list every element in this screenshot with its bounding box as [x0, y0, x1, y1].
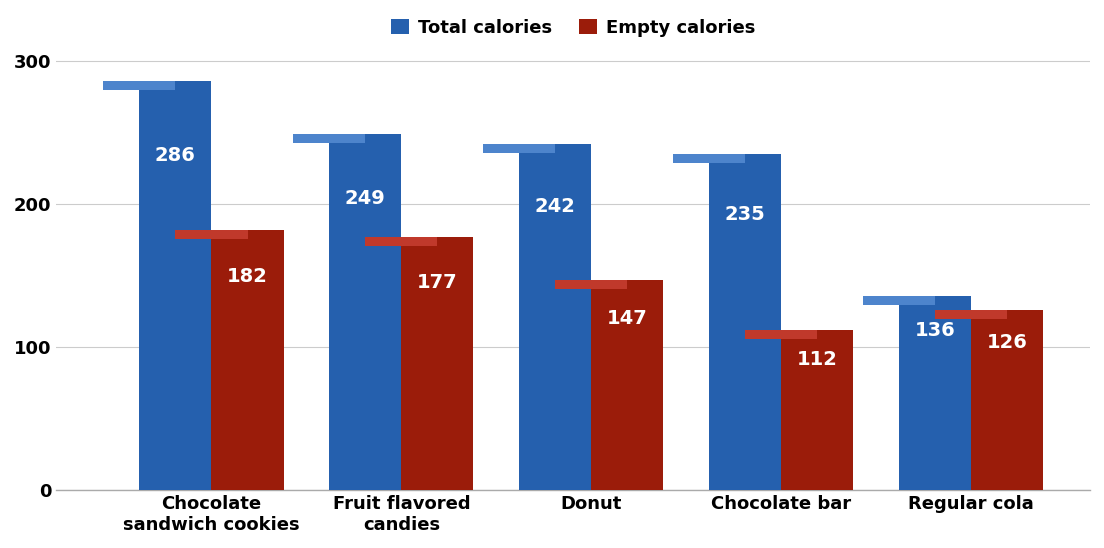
Bar [329, 134, 402, 490]
Text: 112: 112 [797, 350, 838, 369]
Legend: Total calories, Empty calories: Total calories, Empty calories [383, 12, 763, 44]
Bar [212, 230, 284, 490]
Text: 147: 147 [607, 309, 648, 328]
Bar [402, 237, 474, 490]
Text: 126: 126 [987, 333, 1028, 352]
Bar [294, 134, 365, 143]
Bar [139, 82, 212, 490]
Bar [970, 310, 1043, 490]
Text: 242: 242 [534, 197, 575, 216]
Bar [709, 155, 782, 490]
Text: 286: 286 [155, 146, 195, 164]
Bar [555, 280, 627, 289]
Text: 235: 235 [724, 206, 765, 224]
Bar [519, 144, 592, 490]
Text: 177: 177 [417, 273, 458, 292]
Bar [365, 237, 437, 246]
Text: 249: 249 [344, 189, 385, 208]
Bar [899, 296, 970, 490]
Bar [782, 330, 853, 490]
Bar [745, 330, 817, 339]
Bar [176, 230, 247, 239]
Bar [592, 280, 664, 490]
Text: 136: 136 [914, 322, 955, 340]
Bar [862, 296, 935, 305]
Bar [935, 310, 1007, 319]
Bar [672, 155, 745, 163]
Bar [104, 82, 176, 90]
Text: 182: 182 [227, 267, 268, 287]
Bar [482, 144, 555, 153]
